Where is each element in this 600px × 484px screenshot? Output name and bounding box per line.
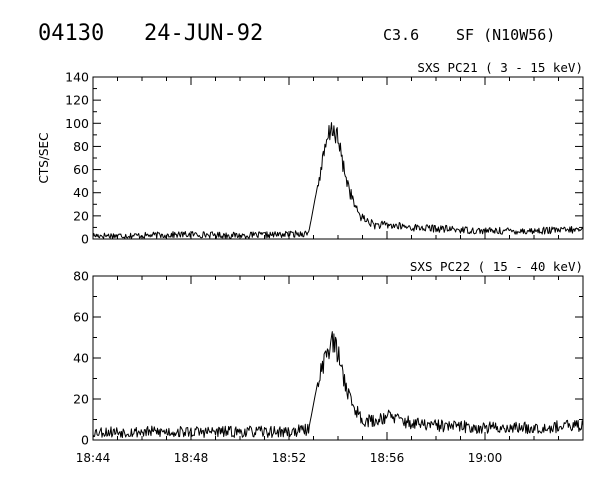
- panel-2-y-tick-label: 80: [73, 269, 89, 284]
- panel-2-y-tick-label: 20: [73, 392, 89, 407]
- panel-1-ticks: 0 20 40 60 80 100 120 140: [65, 70, 584, 247]
- panel-2-series: [92, 331, 584, 438]
- panel-1-y-tick-label: 60: [73, 162, 89, 177]
- panel-2-x-tick-label: 18:48: [174, 451, 209, 465]
- panel-2-x-tick-label: 18:52: [272, 451, 307, 465]
- panel-1-y-tick-label: 80: [73, 139, 89, 154]
- panel-1-y-tick-label: 120: [65, 93, 89, 108]
- flare-info-label: SF (N10W56): [456, 26, 555, 44]
- panel-1-y-tick-label: 20: [73, 208, 89, 223]
- event-date-label: 24-JUN-92: [144, 21, 263, 46]
- panel-2-x-tick-label: 18:44: [76, 451, 111, 465]
- panel-1-series: [92, 122, 584, 240]
- panel-2-x-tick-label: 18:56: [370, 451, 405, 465]
- panel-1-y-tick-label: 100: [65, 116, 89, 131]
- panel-2-ticks: 18:44 18:48 18:52 18:56 19:00 0 20 40 60 80: [73, 269, 584, 465]
- panel-2-y-tick-label: 40: [73, 351, 89, 366]
- panel-1-y-axis-label: CTS/SEC: [37, 133, 51, 184]
- panel-2-y-tick-label: 0: [81, 433, 89, 448]
- panel-2-title: SXS PC22 ( 15 - 40 keV): [410, 259, 583, 274]
- panel-1-series-line: [92, 122, 584, 240]
- panel-1-title: SXS PC21 ( 3 - 15 keV): [417, 60, 583, 75]
- panel-1-y-tick-label: 40: [73, 185, 89, 200]
- panel-2-x-tick-label: 19:00: [468, 451, 503, 465]
- panel-1-y-tick-label: 0: [81, 232, 89, 247]
- panel-1-frame: [92, 76, 584, 240]
- panel-2-y-tick-label: 60: [73, 310, 89, 325]
- goes-class-label: C3.6: [383, 26, 419, 44]
- panel-1-y-tick-label: 140: [65, 70, 89, 85]
- event-id-label: 04130: [38, 21, 104, 46]
- panel-2-series-line: [92, 331, 584, 438]
